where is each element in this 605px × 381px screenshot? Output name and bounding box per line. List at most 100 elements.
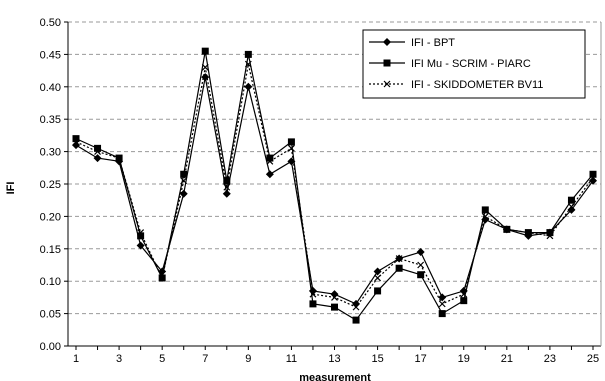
x-tick-label: 25	[587, 353, 599, 365]
square-marker	[201, 47, 209, 55]
square-marker	[481, 206, 489, 214]
x-marker	[395, 255, 403, 262]
y-tick-label: 0.10	[40, 276, 61, 288]
x-marker	[503, 225, 511, 233]
square-marker	[417, 271, 425, 279]
square-marker	[266, 154, 274, 162]
series-1	[72, 73, 597, 308]
x-tick-label: 19	[458, 353, 470, 365]
x-marker	[481, 212, 489, 220]
x-marker	[244, 60, 252, 68]
x-tick-label: 3	[116, 353, 122, 365]
series-layer	[72, 47, 597, 324]
square-marker	[244, 50, 252, 58]
y-tick-label: 0.50	[40, 17, 61, 29]
x-marker	[137, 229, 145, 237]
x-marker	[309, 290, 317, 298]
y-tick-label: 0.20	[40, 211, 61, 223]
legend-entry: IFI - SKIDDOMETER BV11	[369, 79, 543, 91]
diamond-marker	[244, 82, 253, 91]
diamond-marker	[265, 170, 274, 179]
square-marker	[374, 287, 382, 295]
legend-entry: IFI - BPT	[369, 37, 455, 49]
x-tick-label: 15	[371, 353, 383, 365]
series-line	[75, 76, 594, 305]
y-tick-label: 0.45	[40, 49, 61, 61]
square-marker	[438, 310, 446, 318]
square-marker	[567, 196, 575, 204]
x-tick-label: 23	[544, 353, 556, 365]
x-marker	[180, 177, 188, 185]
x-marker	[331, 293, 338, 301]
x-marker	[115, 154, 123, 162]
square-marker	[352, 316, 360, 324]
square-marker	[589, 170, 597, 178]
x-tick-label: 5	[159, 353, 165, 365]
x-marker	[201, 63, 209, 71]
x-tick-label: 17	[415, 353, 427, 365]
series-3	[72, 60, 597, 311]
diamond-marker	[373, 267, 382, 276]
x-marker	[352, 303, 360, 311]
diamond-marker	[383, 38, 391, 46]
square-marker	[180, 170, 188, 178]
square-marker	[383, 59, 391, 67]
x-marker	[94, 148, 101, 156]
x-marker	[223, 183, 231, 191]
diamond-marker	[179, 189, 188, 198]
axes	[64, 21, 602, 350]
square-marker	[223, 177, 231, 185]
y-tick-label: 0.00	[40, 341, 61, 353]
x-marker	[568, 203, 575, 211]
tick-labels: 0.00 0.05 0.10 0.15 0.20 0.25 0.30 0.35 0.40 0.45…	[40, 17, 600, 365]
x-marker	[287, 144, 295, 152]
x-marker	[460, 290, 468, 298]
square-marker	[460, 297, 468, 305]
x-tick-label: 1	[73, 353, 79, 365]
diamond-marker	[136, 241, 145, 250]
square-marker	[137, 232, 145, 240]
y-tick-label: 0.15	[40, 244, 61, 256]
y-tick-label: 0.05	[40, 309, 61, 321]
x-marker	[417, 261, 425, 269]
x-axis-label: measurement	[299, 372, 371, 381]
square-marker	[287, 138, 295, 146]
legend-box	[362, 29, 586, 99]
y-tick-label: 0.40	[40, 82, 61, 94]
x-marker	[374, 274, 382, 282]
square-marker	[309, 300, 317, 308]
square-marker	[331, 303, 338, 311]
diamond-marker	[93, 154, 102, 163]
x-marker	[438, 300, 446, 308]
x-tick-label: 11	[286, 353, 297, 365]
legend-label: IFI Mu - SCRIM - PIARC	[411, 58, 531, 70]
y-tick-label: 0.35	[40, 114, 61, 126]
x-tick-label: 21	[501, 353, 513, 365]
legend-label: IFI - BPT	[411, 37, 455, 49]
x-tick-label: 13	[328, 353, 340, 365]
diamond-marker	[222, 189, 231, 198]
legend: IFI - BPT IFI Mu - SCRIM - PIARC IFI - SKI…	[362, 29, 586, 99]
legend-entry: IFI Mu - SCRIM - PIARC	[369, 58, 531, 70]
legend-label: IFI - SKIDDOMETER BV11	[411, 79, 543, 91]
diamond-marker	[416, 248, 425, 257]
y-tick-label: 0.30	[40, 147, 61, 159]
square-marker	[94, 144, 102, 152]
series-line	[75, 63, 594, 308]
square-marker	[72, 135, 80, 143]
x-marker	[158, 274, 166, 282]
x-tick-label: 9	[245, 353, 251, 365]
x-tick-label: 7	[202, 353, 208, 365]
y-axis-label: IFI	[5, 182, 17, 195]
x-marker	[524, 229, 532, 237]
x-marker	[72, 138, 80, 146]
x-marker	[589, 174, 597, 181]
square-marker	[546, 229, 554, 237]
diamond-marker	[438, 293, 447, 302]
y-tick-label: 0.25	[40, 179, 61, 191]
x-marker	[383, 80, 391, 88]
x-marker	[266, 157, 274, 165]
x-marker	[546, 232, 554, 240]
square-marker	[395, 264, 403, 272]
